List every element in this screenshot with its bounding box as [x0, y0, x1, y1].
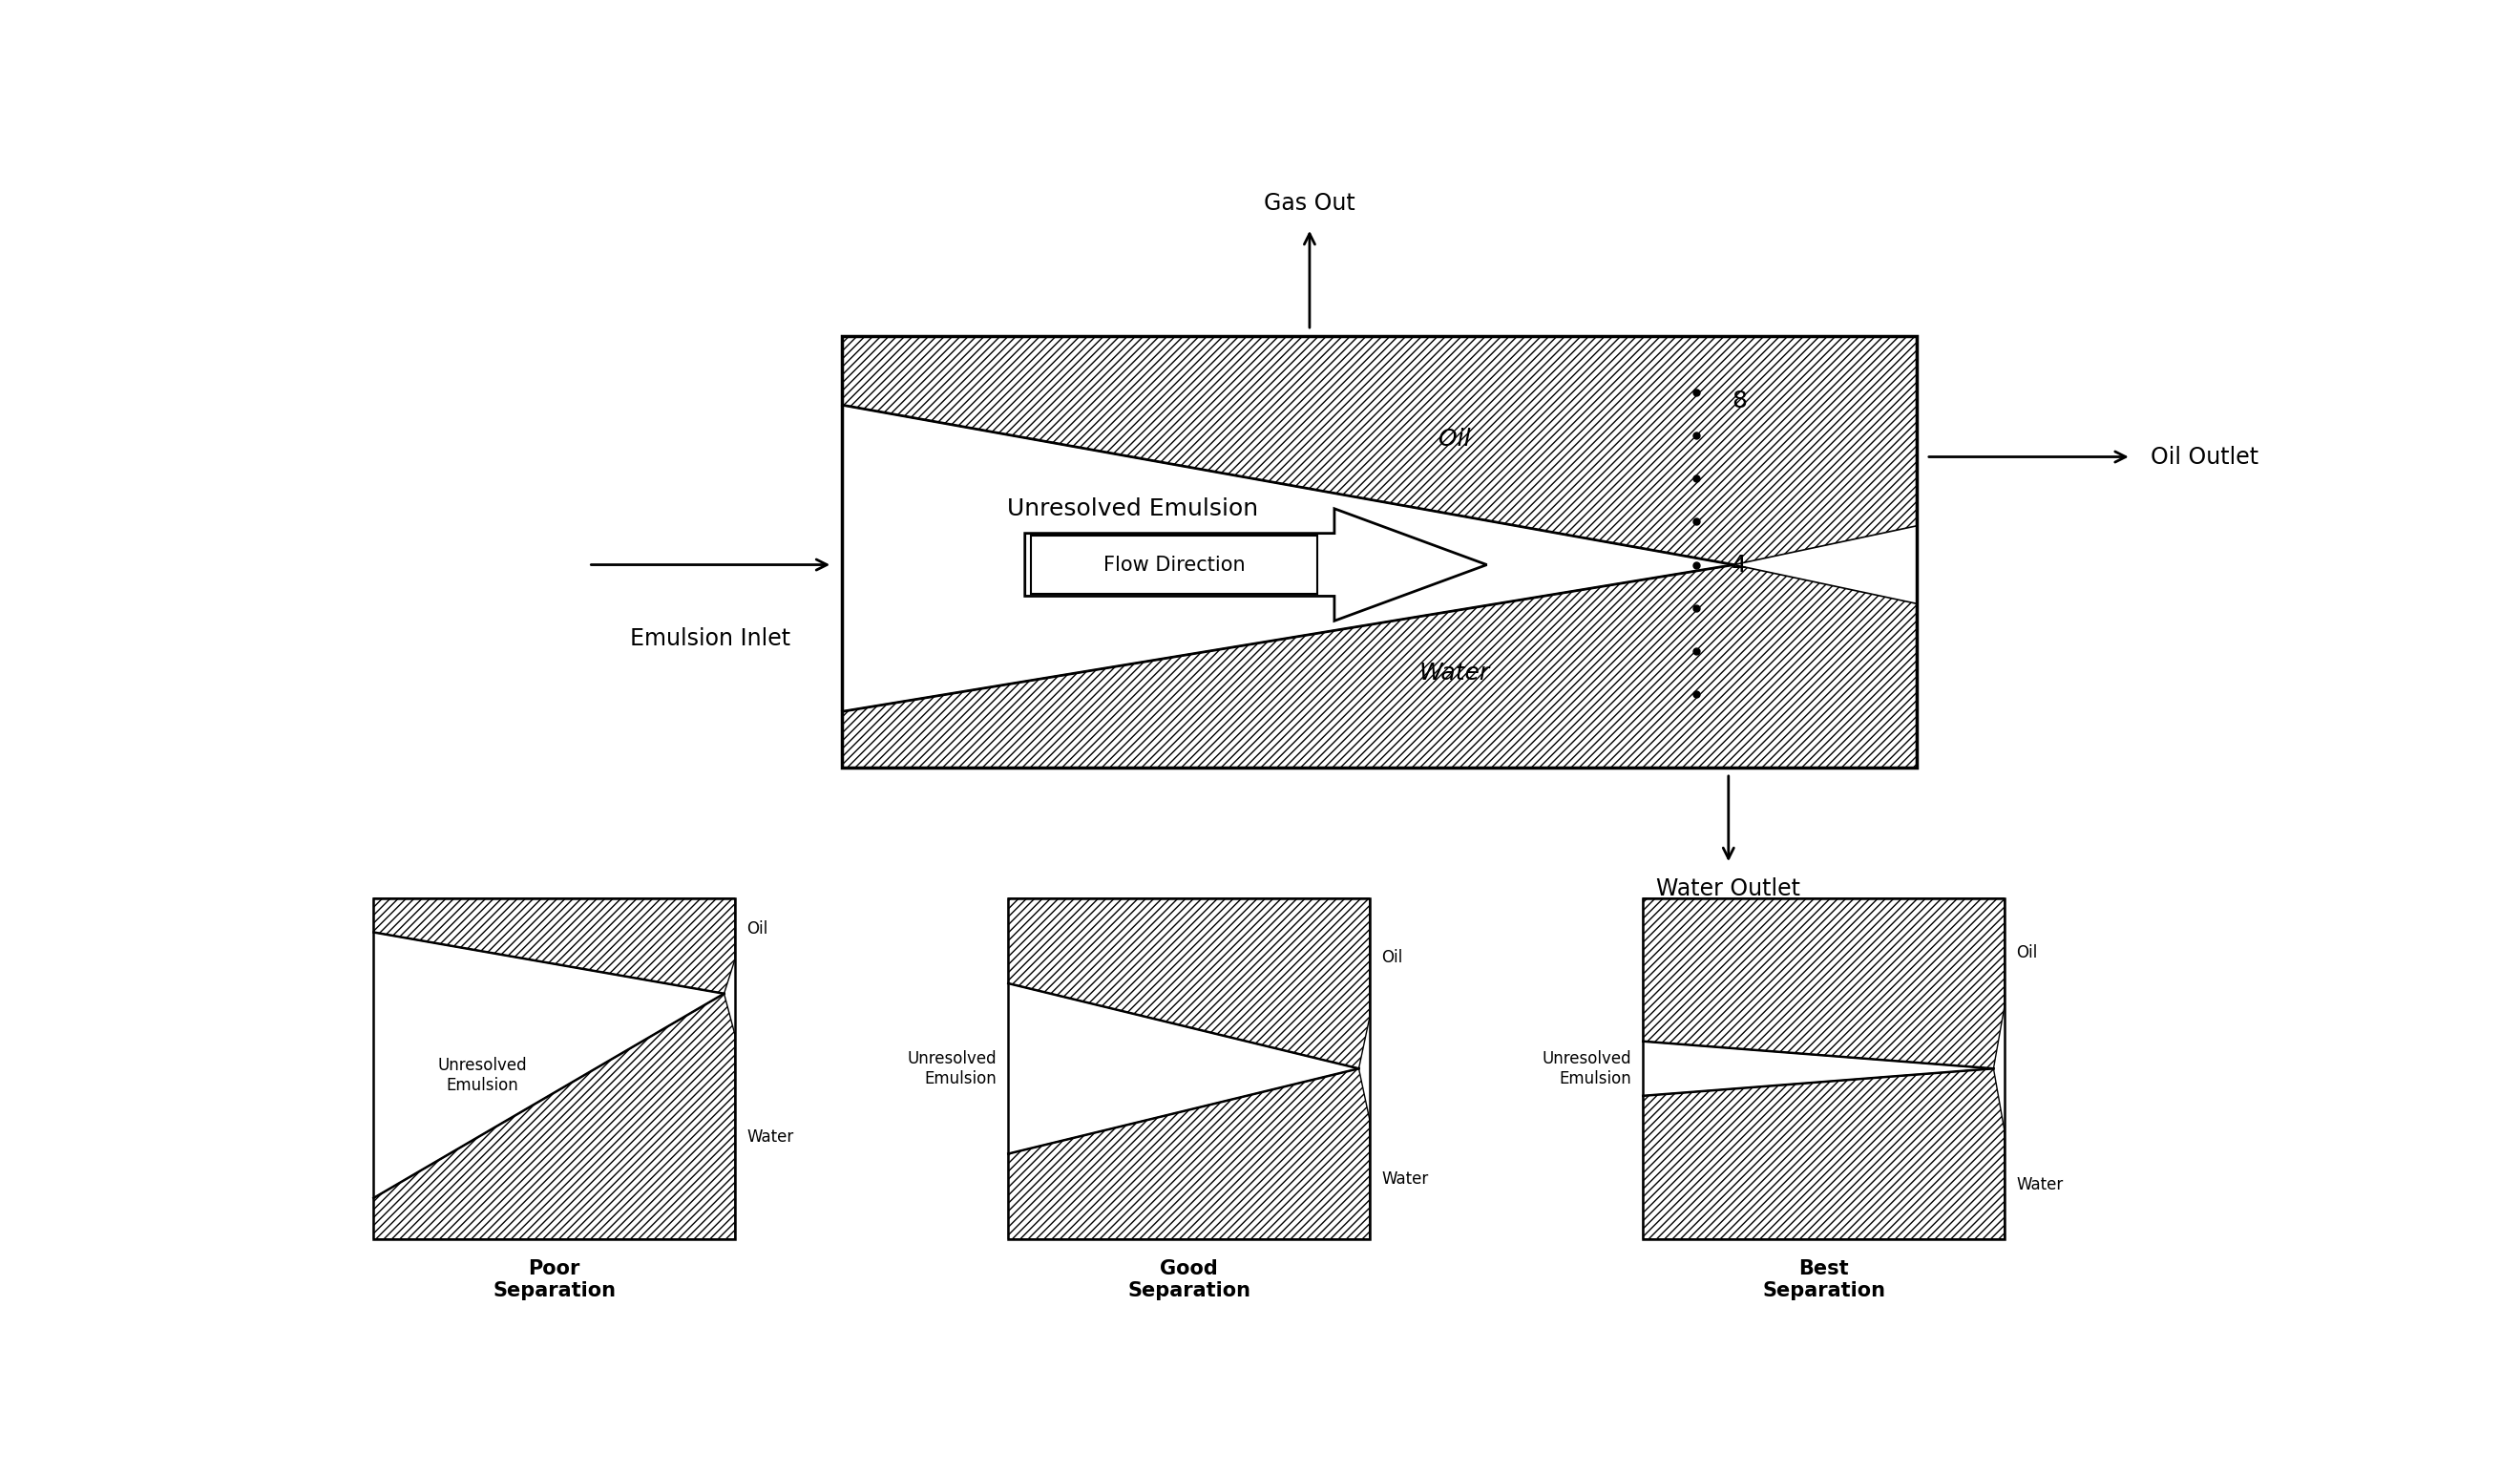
Polygon shape [373, 898, 736, 994]
Text: Poor
Separation: Poor Separation [494, 1260, 615, 1301]
Text: Gas Out: Gas Out [1265, 192, 1356, 214]
Bar [1031, 535, 1318, 594]
Text: 8: 8 [1731, 389, 1746, 412]
Bar [1643, 898, 2003, 1239]
Polygon shape [1643, 1068, 2003, 1239]
Bar [1008, 898, 1371, 1239]
Polygon shape [1026, 509, 1487, 621]
Text: Unresolved
Emulsion: Unresolved Emulsion [907, 1050, 995, 1087]
Text: Water: Water [1419, 661, 1489, 684]
Text: Unresolved
Emulsion: Unresolved Emulsion [1542, 1050, 1630, 1087]
Text: Oil: Oil [1439, 428, 1472, 451]
Text: Oil: Oil [1381, 950, 1404, 966]
Text: Water: Water [1381, 1171, 1429, 1187]
Text: Best
Separation: Best Separation [1761, 1260, 1885, 1301]
Text: Emulsion Inlet: Emulsion Inlet [630, 627, 791, 650]
Text: Water: Water [2016, 1176, 2064, 1193]
Bar [373, 898, 736, 1239]
Text: Good
Separation: Good Separation [1126, 1260, 1250, 1301]
Polygon shape [1008, 1068, 1371, 1239]
Bar [842, 336, 1918, 767]
Polygon shape [1008, 898, 1371, 1068]
Text: Flow Direction: Flow Direction [1104, 555, 1245, 574]
Text: Unresolved
Emulsion: Unresolved Emulsion [438, 1058, 527, 1094]
Text: Water: Water [746, 1128, 794, 1145]
Polygon shape [373, 994, 736, 1239]
Text: Oil: Oil [746, 920, 769, 938]
Text: Water Outlet: Water Outlet [1656, 878, 1802, 901]
Bar [842, 336, 1918, 767]
Text: Oil Outlet: Oil Outlet [2150, 445, 2258, 468]
Polygon shape [1643, 898, 2003, 1068]
Text: Unresolved Emulsion: Unresolved Emulsion [1008, 497, 1257, 521]
Text: Oil: Oil [2016, 944, 2036, 962]
Text: 4: 4 [1731, 553, 1746, 577]
Bar [1643, 898, 2003, 1239]
Polygon shape [842, 336, 1918, 565]
Polygon shape [842, 565, 1918, 767]
Bar [373, 898, 736, 1239]
Bar [1008, 898, 1371, 1239]
